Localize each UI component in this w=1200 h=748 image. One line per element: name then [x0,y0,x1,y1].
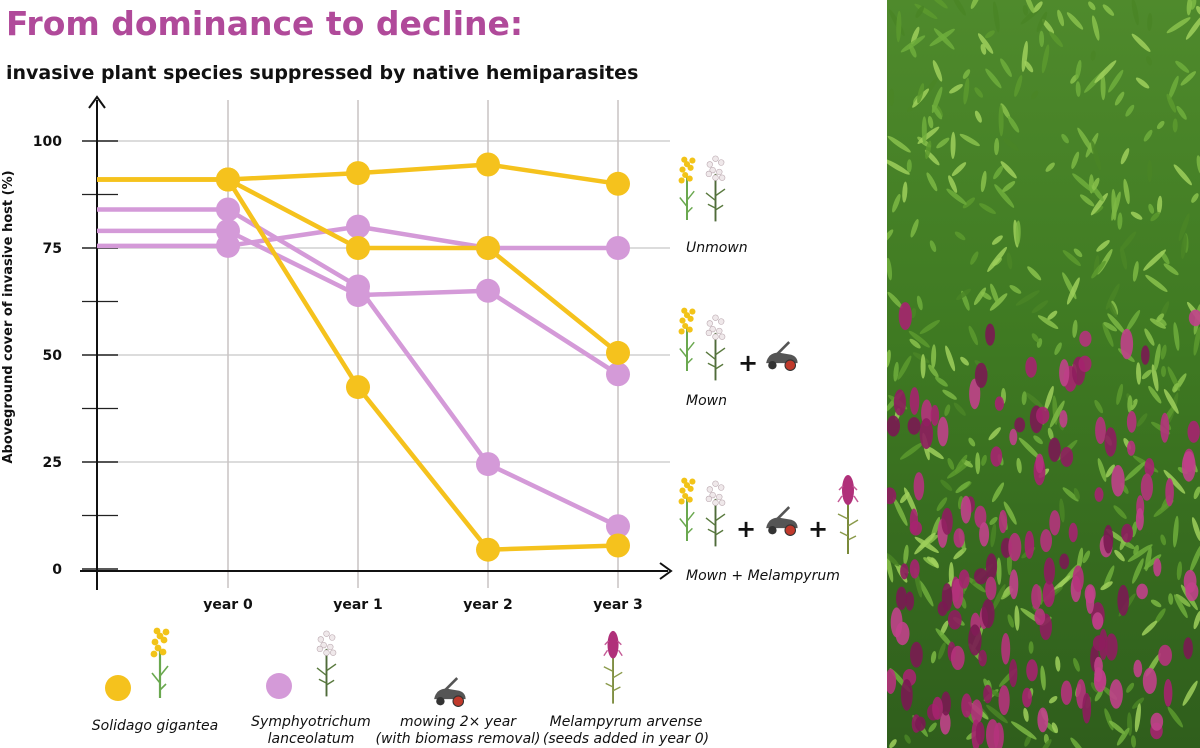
x-axis-arrow [659,562,673,580]
legend-label-mowing: mowing 2× year (with biomass removal) [358,714,558,748]
plus-sign-1: + [738,349,758,377]
data-point-4-3 [606,362,630,387]
x-tick-label-1: year 1 [333,597,383,613]
field-photo [887,0,1200,748]
x-tick-label-2: year 2 [463,597,513,613]
data-point-2-3 [606,533,630,558]
legend-label-line: (seeds added in year 0) [542,731,710,747]
data-point-5-3 [606,514,630,539]
y-tick-label-0: 0 [52,562,62,578]
plus-sign-3: + [808,515,828,543]
treatment-label-mown-melampyrum: Mown + Melampyrum [686,568,840,584]
goldenrod-icon [150,627,170,698]
legend-symphyotrichum-dot [266,673,292,699]
legend-label-line: (with biomass removal) [375,731,541,747]
goldenrod-icon [678,156,696,221]
legend-label-line: lanceolatum [267,731,355,747]
data-point-3-3 [606,236,630,260]
legend-label-solidago: Solidago gigantea [55,718,255,735]
data-point-2-0 [216,167,240,192]
data-point-0-1 [346,161,370,186]
line-chart: 0 25 50 75 100 year 0 year 1 year 2 year 3 Aboveg… [1,95,859,707]
legend-label-line: mowing 2× year [399,714,517,730]
data-point-4-2 [476,278,500,303]
legend-label-symphyotrichum: Symphyotrichum lanceolatum [211,714,411,748]
lawn-mower-icon [766,506,798,536]
data-points [216,152,630,562]
data-point-1-1 [346,236,370,260]
data-point-0-2 [476,152,500,177]
y-tick-label-100: 100 [33,134,62,150]
lawn-mower-icon [766,341,798,371]
goldenrod-icon [678,307,696,372]
y-tick-label-50: 50 [43,348,63,364]
plus-sign-2: + [736,515,756,543]
data-point-1-2 [476,236,500,260]
aster-icon [705,480,726,547]
aster-icon [705,314,726,381]
data-point-5-1 [346,274,370,299]
lawn-mower-icon [434,677,466,707]
aster-icon [316,630,337,697]
y-tick-label-25: 25 [43,455,62,471]
treatment-label-unmown: Unmown [686,240,748,256]
melampyrum-icon [837,475,859,554]
data-point-4-0 [216,218,240,243]
data-point-2-1 [346,375,370,400]
legend-label-line: Solidago gigantea [91,718,219,734]
data-point-5-2 [476,452,500,477]
aster-icon [705,155,726,222]
goldenrod-icon [678,477,696,542]
legend-label-line: Symphyotrichum [251,714,371,730]
tick-labels: 0 25 50 75 100 year 0 year 1 year 2 year 3 Aboveg… [1,134,643,613]
chart-subtitle: invasive plant species suppressed by nat… [6,62,639,84]
data-point-2-2 [476,537,500,562]
legend-label-line: Melampyrum arvense [549,714,703,730]
data-point-3-1 [346,214,370,239]
treatment-label-mown: Mown [686,393,727,409]
data-point-1-3 [606,340,630,365]
data-point-5-0 [216,197,240,222]
treatment-icons: Unmown + Mown + + Mown + Melampyrum [678,155,859,584]
melampyrum-icon [603,630,623,704]
y-tick-label-75: 75 [43,241,62,257]
y-axis-arrow [88,95,106,109]
legend-label-melampyrum: Melampyrum arvense (seeds added in year 0… [526,714,726,748]
legend-solidago-dot [105,675,131,701]
x-tick-label-0: year 0 [203,597,253,613]
y-axis-label: Aboveground cover of invasive host (%) [1,170,16,463]
x-tick-label-3: year 3 [593,597,643,613]
legend [105,627,623,707]
chart-title: From dominance to decline: [6,4,524,43]
axes [80,95,673,590]
data-point-0-3 [606,171,630,196]
